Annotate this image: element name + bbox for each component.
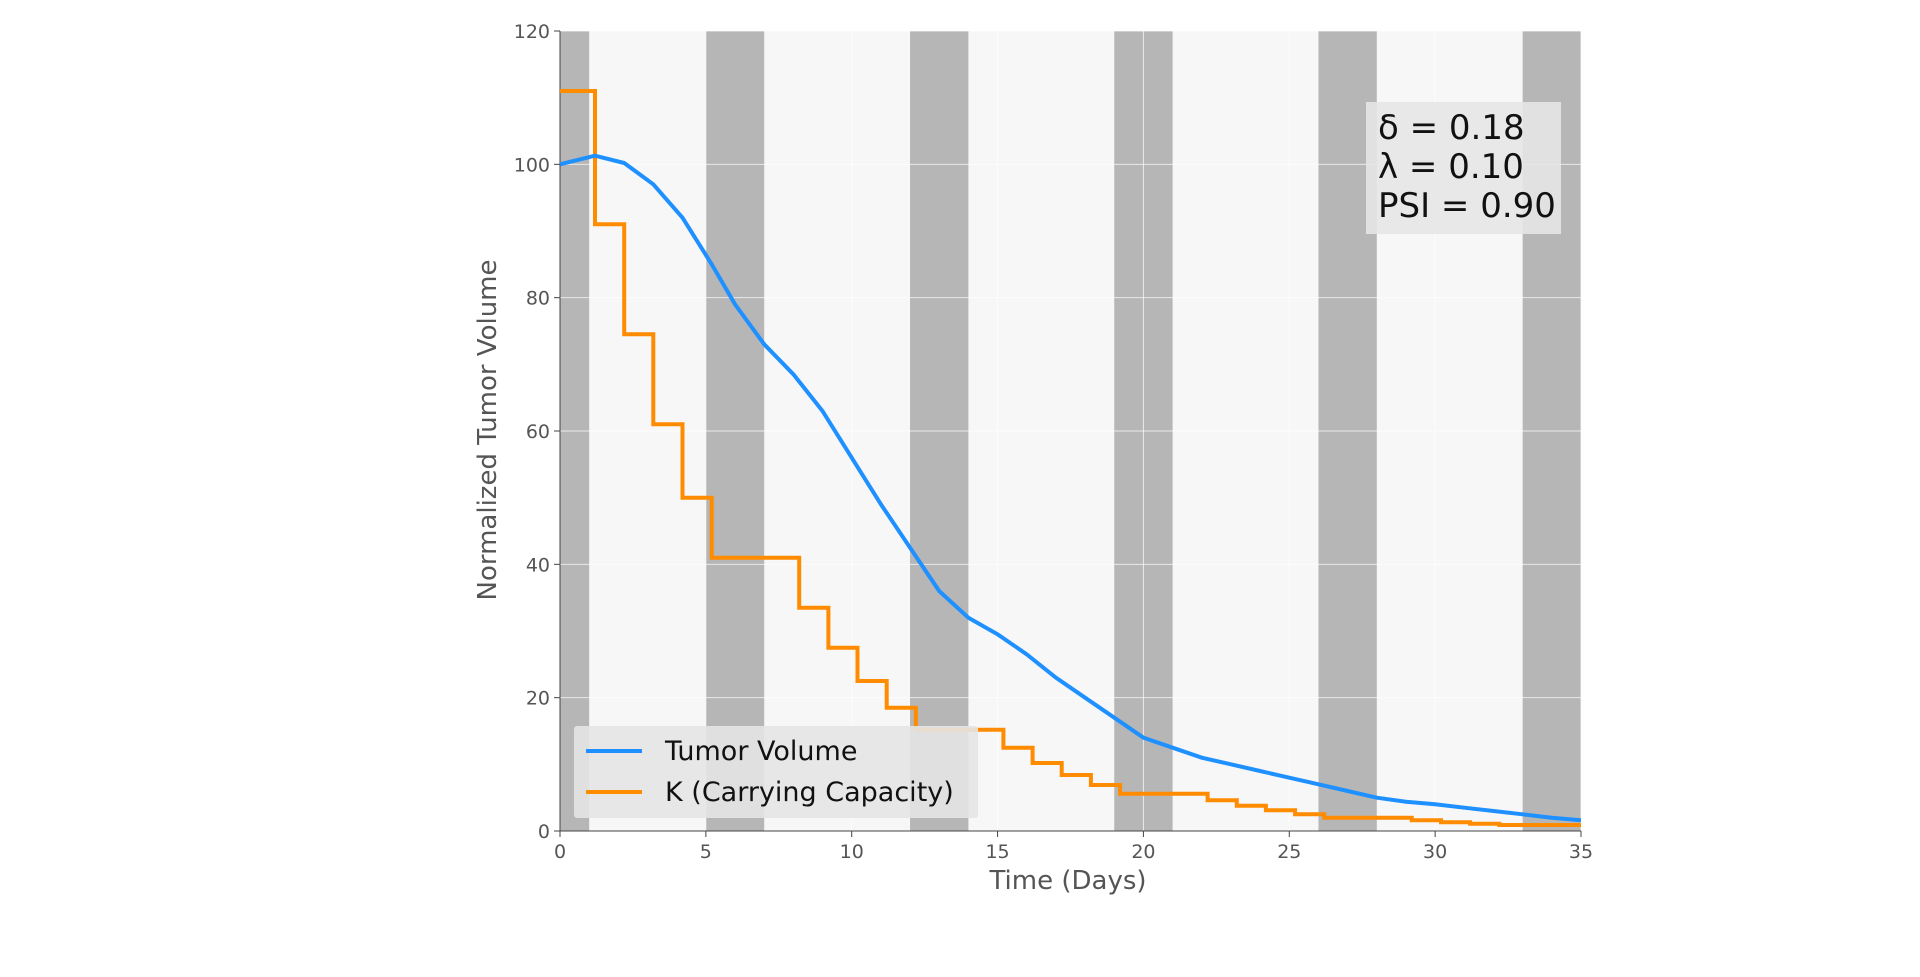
x-tick-label: 15 (985, 841, 1009, 863)
y-tick-label: 20 (526, 688, 550, 710)
annotation-box (1366, 102, 1561, 234)
y-tick-label: 100 (514, 154, 550, 176)
carrying-capacity-line (560, 89, 1581, 827)
y-tick-label: 60 (526, 421, 550, 443)
x-tick-label: 0 (554, 841, 566, 863)
x-tick-label: 5 (700, 841, 712, 863)
y-axis-label: Normalized Tumor Volume (473, 259, 503, 600)
annotation-line: δ = 0.18 (1378, 108, 1525, 148)
y-tick-label: 120 (514, 21, 550, 43)
y-tick-label: 0 (538, 821, 550, 843)
legend-label: K (Carrying Capacity) (665, 777, 954, 808)
x-axis-label: Time (Days) (988, 866, 1146, 896)
legend-box (574, 726, 978, 818)
x-tick-label: 10 (840, 841, 864, 863)
y-tick-label: 80 (526, 288, 550, 310)
x-tick-label: 35 (1569, 841, 1593, 863)
annotation-line: λ = 0.10 (1378, 147, 1524, 187)
x-tick-label: 30 (1423, 841, 1447, 863)
legend-label: Tumor Volume (664, 736, 857, 767)
x-tick-label: 25 (1277, 841, 1301, 863)
tumor-volume-line (560, 153, 1581, 823)
x-tick-label: 20 (1131, 841, 1155, 863)
annotation-line: PSI = 0.90 (1378, 186, 1556, 226)
y-tick-label: 40 (526, 554, 550, 576)
